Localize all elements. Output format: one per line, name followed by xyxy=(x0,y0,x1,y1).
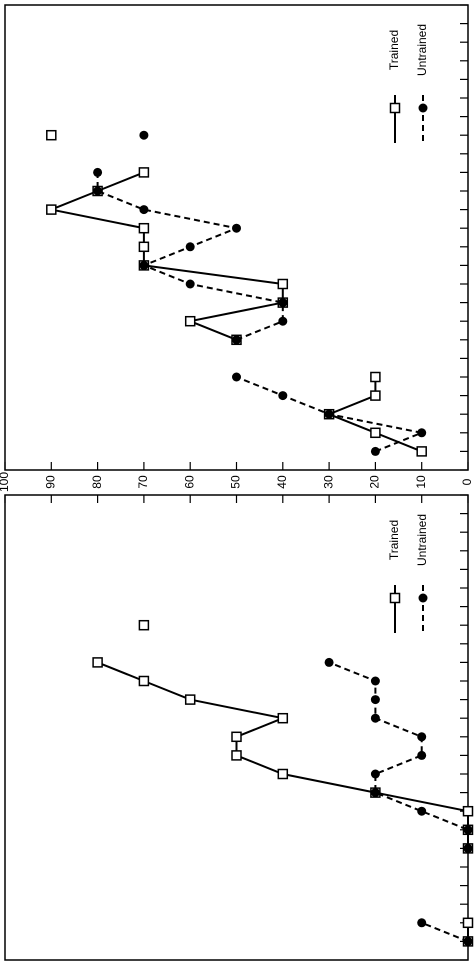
legend-marker xyxy=(389,592,401,604)
y-tick-label: 10 xyxy=(414,475,428,489)
marker xyxy=(417,918,427,928)
marker xyxy=(370,695,380,705)
marker xyxy=(138,222,150,234)
marker xyxy=(139,260,149,270)
marker xyxy=(370,769,380,779)
marker xyxy=(417,806,427,816)
marker xyxy=(462,917,474,929)
marker xyxy=(324,657,334,667)
marker xyxy=(463,843,473,853)
legend-marker xyxy=(418,593,428,603)
marker xyxy=(370,713,380,723)
marker xyxy=(92,657,103,668)
y-tick-label: 0 xyxy=(460,478,474,485)
marker xyxy=(139,205,149,215)
marker xyxy=(370,446,380,456)
marker xyxy=(417,750,427,760)
marker xyxy=(463,936,473,946)
marker xyxy=(185,279,195,289)
marker xyxy=(277,712,289,724)
legend-marker xyxy=(389,102,401,114)
marker xyxy=(277,278,289,290)
marker xyxy=(370,390,381,401)
y-tick-label: 50 xyxy=(229,475,243,489)
marker xyxy=(463,825,473,835)
marker xyxy=(93,167,103,177)
marker xyxy=(139,130,149,140)
marker xyxy=(416,446,427,457)
legend-label: Trained xyxy=(387,520,401,560)
marker xyxy=(46,129,57,141)
y-tick-label: 100 xyxy=(0,472,11,492)
marker xyxy=(324,409,334,419)
marker xyxy=(232,223,241,233)
marker xyxy=(231,750,242,761)
marker xyxy=(278,316,288,326)
y-tick-label: 40 xyxy=(275,475,289,489)
marker xyxy=(417,428,427,438)
legend-marker xyxy=(418,103,428,113)
marker xyxy=(462,805,474,817)
marker xyxy=(278,298,288,308)
plot-frame xyxy=(4,4,469,471)
legend-label: Untrained xyxy=(415,24,429,76)
marker xyxy=(370,788,380,798)
marker xyxy=(138,675,150,687)
marker xyxy=(138,241,150,253)
marker xyxy=(184,315,196,327)
series-line xyxy=(98,625,468,941)
y-tick-label: 20 xyxy=(368,475,382,489)
marker xyxy=(232,335,241,345)
series-line xyxy=(98,135,422,451)
marker xyxy=(231,731,242,743)
legend-label: Untrained xyxy=(415,514,429,566)
y-tick-label: 80 xyxy=(90,475,104,489)
y-tick-label: 30 xyxy=(321,475,335,489)
marker xyxy=(370,676,380,686)
y-tick-label: 60 xyxy=(182,475,196,489)
marker xyxy=(46,204,57,215)
marker xyxy=(370,371,381,383)
series-line xyxy=(328,661,469,943)
marker xyxy=(185,242,195,252)
marker xyxy=(138,167,150,178)
marker xyxy=(278,391,288,401)
marker xyxy=(93,186,103,196)
legend-label: Trained xyxy=(387,30,401,70)
marker xyxy=(138,619,150,631)
marker xyxy=(184,694,196,705)
marker xyxy=(277,768,289,780)
marker xyxy=(370,427,381,439)
y-tick-label: 90 xyxy=(43,475,57,489)
y-tick-label: 70 xyxy=(136,475,150,489)
marker xyxy=(417,732,427,742)
marker xyxy=(232,372,241,382)
